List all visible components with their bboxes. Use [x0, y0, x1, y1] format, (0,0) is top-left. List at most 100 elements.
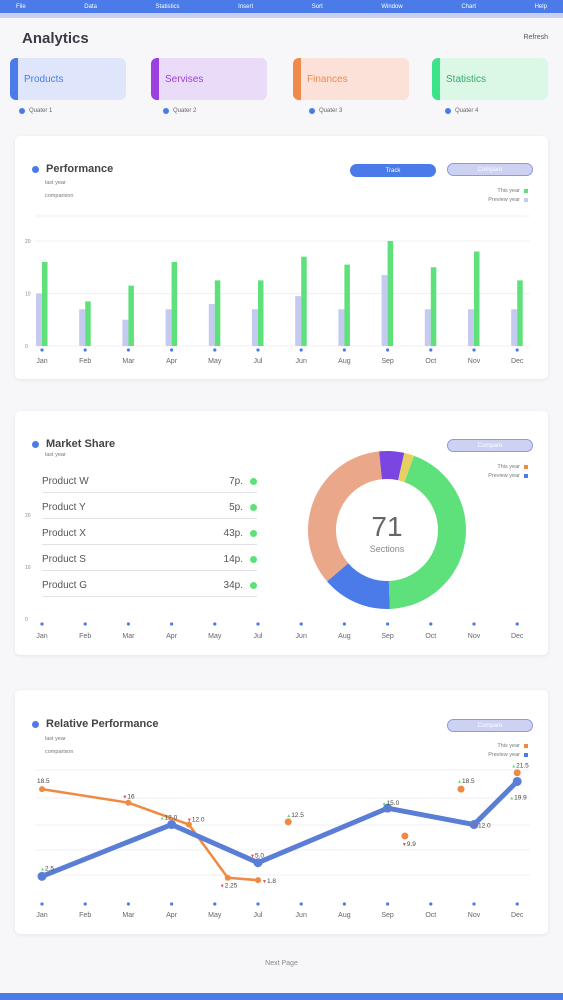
axis-dot: [170, 902, 174, 906]
arrow-up-icon: ▲: [40, 866, 45, 872]
compare-button[interactable]: Compare: [447, 439, 533, 452]
quarter-label: Quater 1: [19, 108, 52, 114]
product-row[interactable]: Product S 14p.: [42, 549, 257, 571]
tab-products[interactable]: Products: [10, 58, 126, 100]
product-name: Product X: [42, 528, 86, 539]
product-row[interactable]: Product G 34p.: [42, 575, 257, 597]
axis-dot: [472, 348, 476, 352]
axis-dot: [386, 348, 390, 352]
data-label: ▲19.9: [509, 794, 527, 801]
legend-swatch: [524, 189, 528, 193]
compare-button[interactable]: Compare: [447, 719, 533, 732]
menu-help[interactable]: Help: [534, 3, 547, 10]
x-tick-label: May: [208, 633, 222, 640]
x-tick-label: Nov: [468, 633, 481, 640]
dot-icon: [32, 720, 39, 728]
menu-file[interactable]: File: [16, 3, 26, 10]
menu-insert[interactable]: Insert: [238, 3, 254, 10]
tab-label: Servises: [165, 73, 204, 85]
compare-button[interactable]: Compare: [447, 163, 533, 176]
x-tick-label: Apr: [166, 633, 178, 640]
arrow-up-icon: ▲: [511, 764, 516, 770]
product-row[interactable]: Product X 43p.: [42, 523, 257, 545]
status-dot-icon: [250, 478, 257, 485]
next-page-link[interactable]: Next Page: [265, 960, 298, 967]
donut-center-label: Sections: [370, 544, 405, 554]
data-label: ▼16: [122, 794, 135, 801]
tab-statistics[interactable]: Statistics: [432, 58, 548, 100]
product-name: Product S: [42, 554, 86, 565]
data-label: ▼12.0: [187, 817, 205, 824]
axis-dot: [299, 902, 303, 906]
axis-dot: [256, 348, 260, 352]
legend-label: Preview year: [488, 197, 520, 203]
product-row[interactable]: Product W 7p.: [42, 471, 257, 493]
dot-icon: [445, 108, 451, 114]
bar-this-year: [474, 251, 480, 346]
data-label: ▲18.5: [457, 778, 475, 785]
y-tick-label: 10: [25, 292, 31, 298]
bar-preview-year: [468, 309, 474, 346]
card-subtitle: last year: [45, 452, 66, 458]
bar-this-year: [430, 267, 437, 346]
series-point-preview: [125, 799, 132, 806]
data-label: ▼12.0: [473, 823, 491, 830]
refresh-button[interactable]: Refresh: [523, 34, 548, 41]
bar-preview-year: [511, 309, 518, 346]
card-title: Market Share: [32, 438, 115, 450]
series-point-this: [469, 820, 479, 830]
axis-dot: [40, 622, 44, 626]
series-point-preview: [255, 877, 261, 884]
dot-icon: [32, 165, 39, 173]
quarter-label: Quater 3: [309, 108, 342, 114]
menu-sort[interactable]: Sort: [311, 3, 323, 10]
axis-dot: [40, 902, 44, 906]
legend-preview-year: Preview year: [488, 197, 528, 203]
axis-dot: [342, 622, 346, 626]
bar-preview-year: [424, 309, 431, 346]
relative-performance-card: Relative Performance last year compariso…: [15, 690, 548, 934]
x-tick-label: Oct: [425, 633, 436, 640]
data-label: ▲12.5: [286, 812, 304, 819]
x-tick-label: Mar: [122, 912, 135, 919]
quarter-label: Quater 2: [163, 108, 196, 114]
dot-icon: [32, 440, 39, 448]
bar-this-year: [258, 280, 264, 346]
series-point-this: [383, 803, 393, 813]
data-label: ▼9.9: [402, 841, 416, 848]
tab-label: Statistics: [446, 73, 487, 85]
tab-finances[interactable]: Finances: [293, 58, 409, 100]
x-tick-label: Aug: [338, 912, 351, 919]
product-row[interactable]: Product Y 5p.: [42, 497, 257, 519]
product-name: Product G: [42, 580, 88, 591]
y-tick-label: 0: [25, 617, 28, 623]
menu-bar: File Data Statistics Insert Sort Window …: [0, 0, 563, 13]
data-label: ▼2.25: [220, 883, 238, 890]
bar-preview-year: [122, 319, 129, 346]
axis-dot: [515, 902, 519, 906]
data-label: ▼5.0: [250, 853, 264, 860]
donut-center-value: 71: [371, 511, 402, 542]
menu-chart[interactable]: Chart: [461, 3, 476, 10]
x-tick-label: Mar: [122, 358, 135, 365]
product-name: Product W: [42, 476, 89, 487]
x-tick-label: Mar: [122, 633, 135, 640]
arrow-down-icon: ▼: [402, 842, 407, 848]
x-tick-label: Jul: [254, 633, 263, 640]
bar-this-year: [171, 262, 178, 346]
card-subtitle: last year: [45, 180, 66, 186]
bar-this-year: [344, 264, 350, 346]
tab-servises[interactable]: Servises: [151, 58, 267, 100]
donut-slice: [388, 455, 466, 609]
bar-preview-year: [381, 275, 388, 346]
y-tick-label: 0: [25, 344, 28, 350]
market-share-card: Market Share last year Compare This year…: [15, 411, 548, 655]
axis-dot: [213, 622, 217, 626]
quarter-text: Quater 1: [29, 108, 53, 114]
menu-data[interactable]: Data: [84, 3, 97, 10]
track-button[interactable]: Track: [350, 164, 436, 177]
x-tick-label: Apr: [166, 358, 178, 365]
tab-label: Finances: [307, 73, 348, 85]
menu-window[interactable]: Window: [381, 3, 403, 10]
menu-statistics[interactable]: Statistics: [155, 3, 180, 10]
